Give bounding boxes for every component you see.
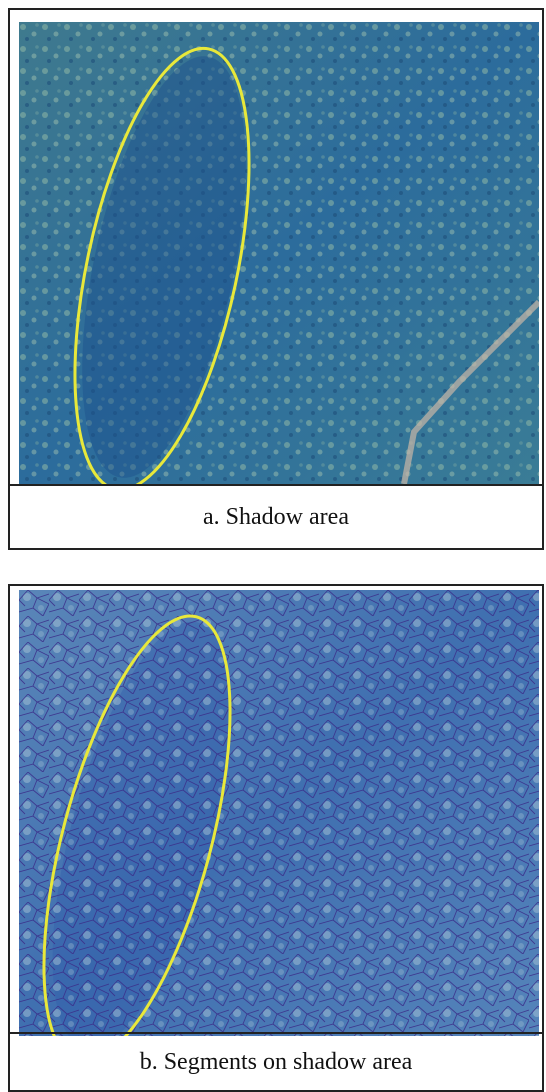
caption: a. Shadow area	[10, 484, 542, 548]
page: {"figure": {"panels": [{"caption": "a. S…	[0, 0, 546, 1092]
panel-b: b. Segments on shadow area	[8, 584, 544, 1092]
aerial-image	[19, 22, 539, 484]
segmented-image	[19, 590, 539, 1036]
caption: b. Segments on shadow area	[10, 1032, 542, 1090]
panel-a: a. Shadow area	[8, 8, 544, 550]
